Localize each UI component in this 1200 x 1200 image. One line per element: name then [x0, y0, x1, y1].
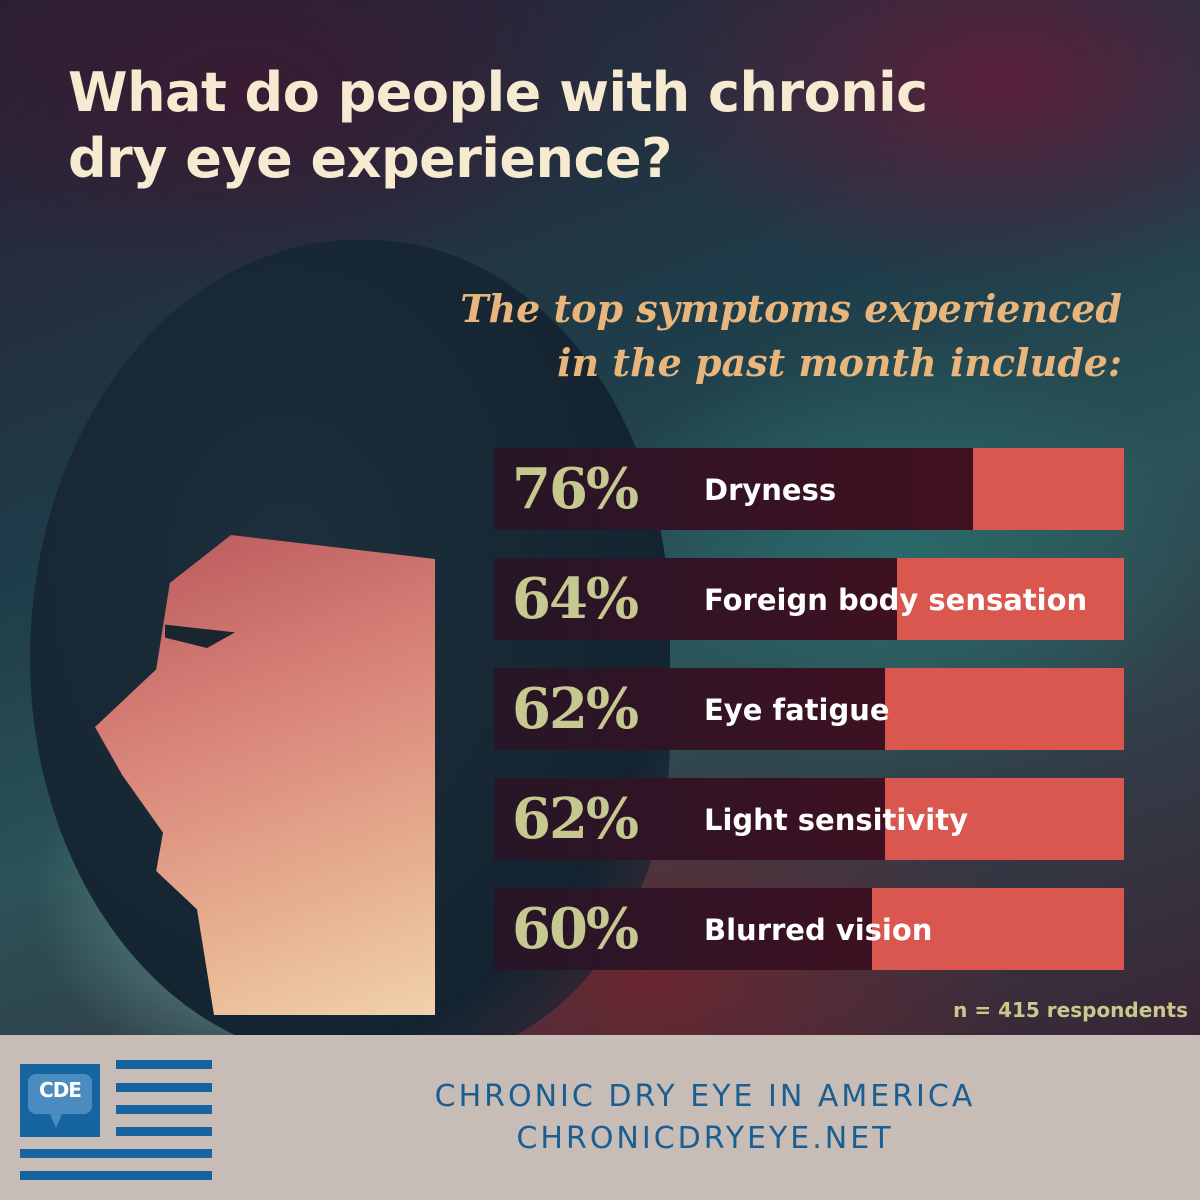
bar-percent: 62% [512, 676, 639, 742]
speech-bubble-tail [50, 1114, 62, 1128]
bar-foreign-body-sensation: 64% Foreign body sensation [494, 558, 1124, 640]
bar-percent: 62% [512, 786, 639, 852]
subtitle-line-1: The top symptoms experienced [460, 286, 1122, 331]
flag-stripe [116, 1060, 212, 1069]
bar-percent: 60% [512, 896, 639, 962]
infographic-canvas: What do people with chronic dry eye expe… [0, 0, 1200, 1035]
title-line-1: What do people with chronic [68, 61, 928, 124]
logo-text: CDE [39, 1078, 82, 1102]
bar-chart: 76% Dryness 64% Foreign body sensation 6… [494, 448, 1124, 998]
chart-subtitle: The top symptoms experienced in the past… [460, 282, 1122, 390]
bar-label: Eye fatigue [704, 693, 890, 727]
flag-stripe [116, 1083, 212, 1092]
sample-size-note: n = 415 respondents [953, 998, 1188, 1022]
bar-percent: 76% [512, 456, 639, 522]
page-title: What do people with chronic dry eye expe… [68, 60, 928, 192]
flag-stripe [116, 1105, 212, 1114]
bar-label: Light sensitivity [704, 803, 968, 837]
bar-fill [884, 668, 1124, 750]
bar-fill [872, 888, 1124, 970]
speech-bubble-icon [28, 1074, 92, 1114]
bar-fill [897, 558, 1124, 640]
bar-blurred-vision: 60% Blurred vision [494, 888, 1124, 970]
title-line-2: dry eye experience? [68, 127, 672, 190]
flag-stripe [20, 1171, 212, 1180]
bar-percent: 64% [512, 566, 639, 632]
footer-title: CHRONIC DRY EYE IN AMERICA [434, 1079, 976, 1114]
cde-logo: CDE [20, 1060, 212, 1180]
bar-light-sensitivity: 62% Light sensitivity [494, 778, 1124, 860]
bar-eye-fatigue: 62% Eye fatigue [494, 668, 1124, 750]
footer-website-link[interactable]: CHRONICDRYEYE.NET [516, 1121, 894, 1156]
bar-fill [972, 448, 1124, 530]
flag-stripe [116, 1127, 212, 1136]
bar-dryness: 76% Dryness [494, 448, 1124, 530]
bar-label: Dryness [704, 473, 837, 507]
bar-fill [884, 778, 1124, 860]
flag-stripe [20, 1149, 212, 1158]
subtitle-line-2: in the past month include: [557, 340, 1122, 385]
bar-label: Blurred vision [704, 913, 933, 947]
bar-label: Foreign body sensation [704, 583, 1088, 617]
footer: CDE CHRONIC DRY EYE IN AMERICA CHRONICDR… [0, 1035, 1200, 1200]
